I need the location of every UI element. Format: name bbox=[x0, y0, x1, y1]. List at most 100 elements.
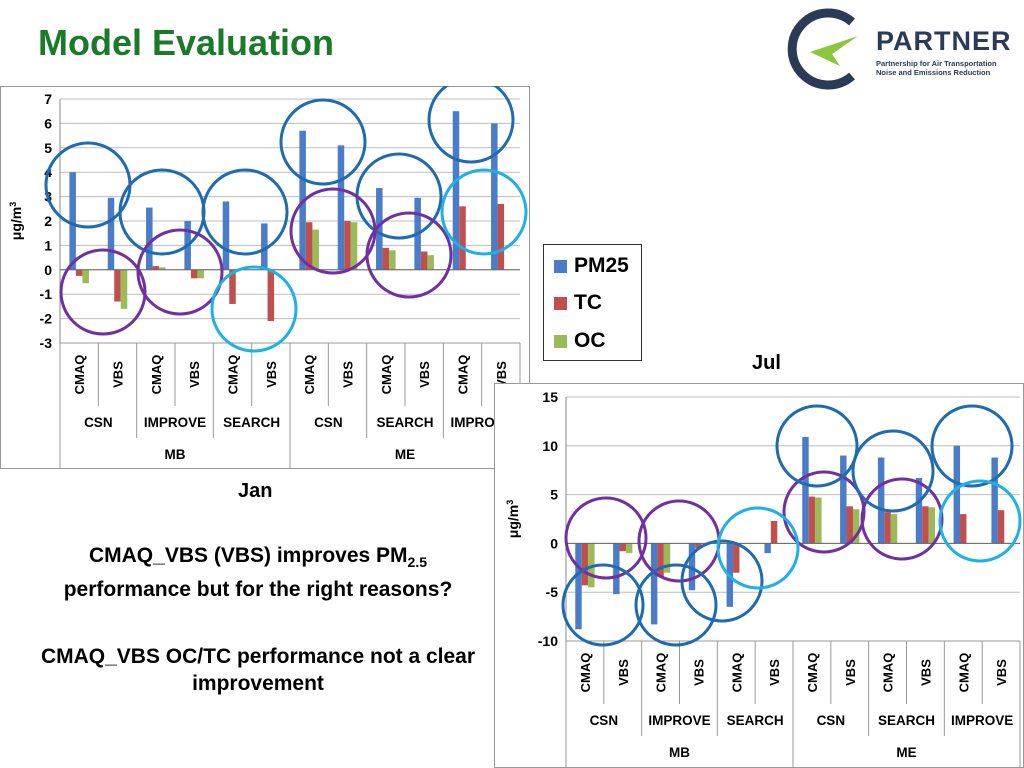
bar-tc bbox=[657, 543, 664, 577]
y-tick-label: 6 bbox=[44, 115, 52, 131]
network-label: IMPROVE bbox=[144, 415, 206, 430]
legend-swatch-pm25 bbox=[554, 259, 567, 273]
bar-oc bbox=[928, 507, 936, 544]
bar-oc bbox=[159, 267, 166, 270]
bar-tc bbox=[581, 543, 589, 586]
finding-1-subscript: 2.5 bbox=[407, 554, 428, 571]
category-label: CMAQ bbox=[654, 653, 669, 693]
category-label: CMAQ bbox=[72, 355, 87, 395]
slide-title: Model Evaluation bbox=[38, 22, 335, 63]
bar-pm25 bbox=[840, 455, 847, 544]
jul-chart: -10 -5 0 5 10 15 μg/m3 CMAQ VBS CMAQ VBS CMAQ VBS CMA… bbox=[494, 383, 1024, 768]
bar-pm25 bbox=[337, 145, 345, 270]
bar-oc bbox=[82, 269, 89, 284]
legend-swatch-tc bbox=[554, 296, 567, 310]
bar-tc bbox=[382, 247, 390, 270]
bar-pm25 bbox=[802, 437, 809, 544]
metric-label: MB bbox=[165, 447, 186, 462]
network-label: CSN bbox=[817, 713, 846, 728]
jul-caption: Jul bbox=[752, 352, 781, 374]
purple-circle bbox=[59, 248, 147, 336]
y-tick-label: 1 bbox=[44, 237, 52, 253]
bar-pm25 bbox=[107, 197, 115, 270]
bar-tc bbox=[960, 514, 967, 544]
finding-2: CMAQ_VBS OC/TC performance not a clear i… bbox=[30, 643, 486, 697]
bar-tc bbox=[770, 520, 778, 544]
bar-pm25 bbox=[491, 123, 498, 270]
category-label: CMAQ bbox=[729, 653, 744, 693]
bar-pm25 bbox=[452, 111, 460, 270]
logo-name: PARTNER bbox=[876, 26, 1012, 56]
bar-pm25 bbox=[877, 457, 885, 544]
purple-circle bbox=[564, 496, 648, 580]
legend-label-tc: TC bbox=[574, 291, 602, 314]
y-tick-label: -2 bbox=[40, 311, 53, 327]
category-label: CMAQ bbox=[379, 355, 394, 395]
bar-tc bbox=[997, 510, 1005, 544]
bar-tc bbox=[922, 506, 929, 544]
y-tick-label: -3 bbox=[40, 335, 53, 351]
bar-tc bbox=[190, 269, 198, 279]
dark_blue-circle bbox=[427, 86, 515, 164]
bar-tc bbox=[75, 269, 83, 276]
y-tick-label: -10 bbox=[538, 633, 558, 649]
y-tick-label: 15 bbox=[542, 389, 558, 405]
category-label: VBS bbox=[994, 659, 1009, 686]
y-axis-label: μg/m3 bbox=[505, 500, 521, 538]
dark_blue-circle bbox=[561, 563, 645, 647]
bar-pm25 bbox=[613, 543, 620, 595]
category-label: VBS bbox=[616, 659, 631, 686]
bar-pm25 bbox=[575, 543, 582, 630]
legend-item-oc: OC bbox=[554, 329, 606, 353]
cyan-circle bbox=[716, 506, 800, 590]
cyan-circle bbox=[938, 479, 1022, 563]
category-label: CMAQ bbox=[302, 355, 317, 395]
finding-1-main: CMAQ_VBS (VBS) improves PM bbox=[88, 544, 408, 567]
dark_blue-circle bbox=[930, 404, 1014, 488]
category-label: VBS bbox=[417, 361, 432, 388]
jan-caption: Jan bbox=[238, 480, 273, 502]
bar-oc bbox=[350, 222, 358, 270]
category-label: VBS bbox=[264, 361, 279, 388]
bar-tc bbox=[420, 251, 428, 270]
bar-oc bbox=[852, 509, 860, 544]
bar-pm25 bbox=[764, 543, 771, 554]
network-label: SEARCH bbox=[727, 713, 784, 728]
finding-2-text: CMAQ_VBS OC/TC performance not a clear i… bbox=[40, 645, 476, 695]
y-tick-label: 5 bbox=[550, 487, 558, 503]
dark_blue-circle bbox=[775, 404, 859, 488]
category-label: CMAQ bbox=[149, 355, 164, 395]
y-axis-label: μg/m3 bbox=[8, 202, 24, 240]
cyan-circle bbox=[210, 265, 298, 353]
logo-tagline-line2: Noise and Emissions Reduction bbox=[876, 68, 991, 77]
bar-pm25 bbox=[69, 172, 76, 270]
category-label: VBS bbox=[691, 659, 706, 686]
finding-1-rest: performance but for the right reasons? bbox=[63, 578, 453, 602]
legend-swatch-oc bbox=[554, 334, 567, 348]
bar-tc bbox=[344, 221, 351, 270]
cyan-circle bbox=[440, 168, 528, 256]
dark_blue-circle bbox=[680, 539, 764, 623]
bar-tc bbox=[152, 266, 160, 270]
bar-pm25 bbox=[376, 188, 383, 270]
network-label: IMPROVE bbox=[951, 713, 1013, 728]
metric-label: MB bbox=[669, 745, 690, 760]
bar-tc bbox=[305, 222, 313, 270]
category-label: CMAQ bbox=[226, 355, 241, 395]
purple-circle bbox=[860, 477, 944, 561]
y-tick-label: -1 bbox=[40, 286, 53, 302]
bar-pm25 bbox=[261, 223, 268, 270]
bar-pm25 bbox=[915, 478, 923, 544]
dark_blue-circle bbox=[279, 98, 367, 186]
network-label: CSN bbox=[84, 415, 113, 430]
category-label: VBS bbox=[494, 361, 509, 388]
category-label: CMAQ bbox=[456, 355, 471, 395]
partner-logo-icon bbox=[787, 8, 858, 90]
bar-oc bbox=[312, 229, 319, 270]
y-tick-label: 0 bbox=[550, 535, 558, 551]
bar-tc bbox=[695, 543, 702, 549]
bar-tc bbox=[808, 496, 816, 544]
y-tick-label: 10 bbox=[542, 438, 558, 454]
partner-logo: PARTNER Partnership for Air Transportati… bbox=[780, 8, 1016, 90]
